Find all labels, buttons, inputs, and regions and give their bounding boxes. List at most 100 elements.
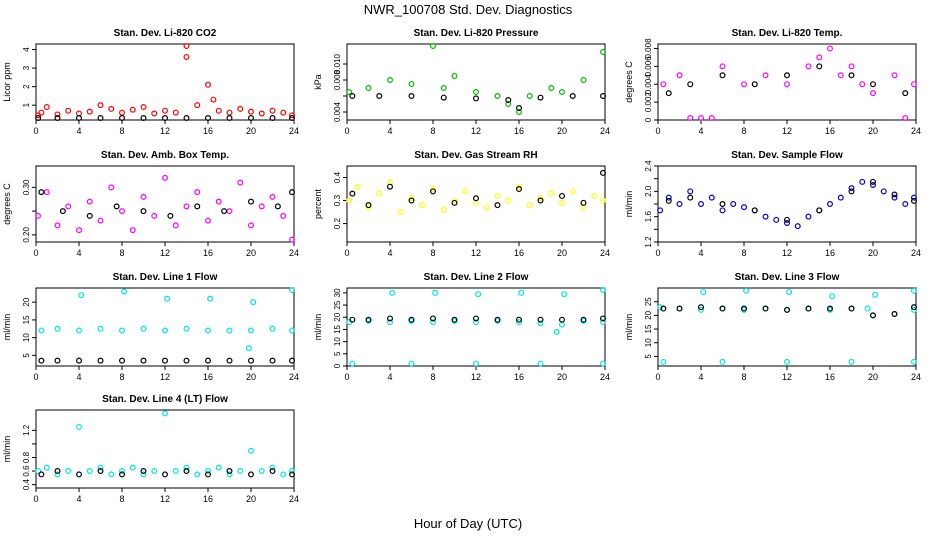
series-2 bbox=[349, 315, 606, 323]
data-point bbox=[869, 90, 876, 97]
x-tick-label: 24 bbox=[289, 494, 299, 504]
data-point bbox=[708, 114, 715, 121]
data-point bbox=[665, 194, 672, 201]
data-point bbox=[172, 222, 179, 229]
data-point bbox=[280, 212, 287, 219]
data-point bbox=[548, 190, 555, 197]
x-tick-label: 0 bbox=[33, 494, 38, 504]
data-point bbox=[829, 293, 836, 300]
chart-title: Stan. Dev. Line 4 (LT) Flow bbox=[102, 394, 228, 405]
x-tick-label: 8 bbox=[430, 248, 435, 258]
x-tick-label: 4 bbox=[387, 372, 392, 382]
data-point bbox=[910, 304, 917, 311]
series-2 bbox=[349, 169, 606, 209]
data-point bbox=[289, 468, 296, 475]
data-point bbox=[365, 202, 372, 209]
x-tick-label: 16 bbox=[203, 126, 213, 136]
data-point bbox=[783, 216, 790, 223]
data-point bbox=[505, 96, 512, 103]
data-point bbox=[473, 95, 480, 102]
data-point bbox=[237, 468, 244, 475]
data-point bbox=[183, 114, 190, 121]
data-point bbox=[258, 468, 265, 475]
data-point bbox=[553, 328, 560, 335]
data-point bbox=[451, 316, 458, 323]
y-tick-label: 0.008 bbox=[644, 38, 653, 59]
data-point bbox=[719, 358, 726, 365]
y-tick-label: 0.4 bbox=[22, 478, 31, 490]
x-tick-label: 16 bbox=[514, 372, 524, 382]
chart-title: Stan. Dev. Gas Stream RH bbox=[414, 150, 537, 161]
data-point bbox=[515, 319, 522, 326]
data-point bbox=[910, 197, 917, 204]
data-point bbox=[289, 357, 296, 364]
y-tick-label: 30 bbox=[333, 288, 342, 297]
series-1 bbox=[346, 179, 606, 216]
data-point bbox=[248, 114, 255, 121]
data-point bbox=[902, 90, 909, 97]
data-point bbox=[740, 204, 747, 211]
data-point bbox=[537, 320, 544, 327]
data-point bbox=[194, 203, 201, 210]
data-point bbox=[289, 327, 296, 334]
x-tick-label: 0 bbox=[655, 126, 660, 136]
x-tick-label: 16 bbox=[514, 126, 524, 136]
data-point bbox=[569, 188, 576, 195]
data-point bbox=[205, 357, 212, 364]
data-point bbox=[783, 306, 790, 313]
x-tick-label: 20 bbox=[246, 248, 256, 258]
data-point bbox=[226, 109, 233, 116]
data-point bbox=[558, 316, 565, 323]
data-point bbox=[591, 192, 598, 199]
data-point bbox=[599, 197, 606, 204]
data-point bbox=[162, 410, 169, 417]
x-tick-label: 16 bbox=[825, 372, 835, 382]
x-tick-label: 16 bbox=[203, 372, 213, 382]
data-point bbox=[97, 102, 104, 109]
data-point bbox=[248, 327, 255, 334]
y-tick-label: 20 bbox=[644, 310, 653, 319]
data-point bbox=[151, 468, 158, 475]
data-point bbox=[665, 90, 672, 97]
data-point bbox=[687, 194, 694, 201]
x-tick-label: 8 bbox=[119, 494, 124, 504]
data-point bbox=[183, 468, 190, 475]
series-2 bbox=[38, 468, 296, 478]
data-point bbox=[515, 316, 522, 323]
series-1 bbox=[346, 42, 606, 115]
data-point bbox=[599, 319, 606, 326]
data-point bbox=[869, 182, 876, 189]
data-point bbox=[97, 357, 104, 364]
y-tick-label: 0.004 bbox=[333, 101, 342, 122]
data-point bbox=[237, 105, 244, 112]
data-point bbox=[38, 189, 45, 196]
data-point bbox=[440, 206, 447, 213]
y-tick-label: 10 bbox=[644, 338, 653, 347]
data-point bbox=[859, 178, 866, 185]
data-point bbox=[387, 319, 394, 326]
data-point bbox=[113, 203, 120, 210]
data-point bbox=[430, 186, 437, 193]
chart-title: Stan. Dev. Li-820 Pressure bbox=[414, 28, 539, 39]
y-tick-label: 10 bbox=[22, 333, 31, 342]
x-tick-label: 0 bbox=[33, 248, 38, 258]
chart-panel-6: Stan. Dev. Sample Flow ml/min 0 4 8 12 16 20 24 1… bbox=[624, 150, 921, 258]
chart-panel-10: Stan. Dev. Line 4 (LT) Flow ml/min 0 4 8 12 16… bbox=[2, 394, 299, 504]
data-point bbox=[129, 106, 136, 113]
data-point bbox=[505, 100, 512, 107]
data-point bbox=[687, 188, 694, 195]
data-point bbox=[558, 192, 565, 199]
data-point bbox=[194, 189, 201, 196]
chart-title: Stan. Dev. Line 2 Flow bbox=[424, 272, 529, 283]
data-point bbox=[289, 112, 296, 119]
data-point bbox=[250, 299, 257, 306]
data-point bbox=[118, 114, 125, 121]
series-1 bbox=[660, 45, 917, 121]
data-point bbox=[805, 305, 812, 312]
data-point bbox=[172, 109, 179, 116]
data-point bbox=[869, 81, 876, 88]
y-axis-label: ml/min bbox=[624, 314, 634, 341]
data-point bbox=[183, 464, 190, 471]
data-point bbox=[248, 447, 255, 454]
data-point bbox=[773, 216, 780, 223]
